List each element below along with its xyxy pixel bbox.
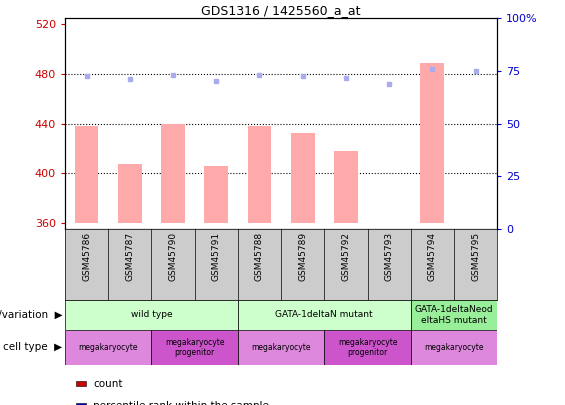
Bar xyxy=(205,166,228,223)
Text: GSM45794: GSM45794 xyxy=(428,232,437,281)
Bar xyxy=(291,133,315,223)
Text: megakaryocyte
progenitor: megakaryocyte progenitor xyxy=(338,338,397,357)
Bar xyxy=(411,300,497,330)
Text: wild type: wild type xyxy=(131,310,172,320)
Bar xyxy=(420,63,444,223)
Text: percentile rank within the sample: percentile rank within the sample xyxy=(93,401,269,405)
Text: megakaryocyte
progenitor: megakaryocyte progenitor xyxy=(165,338,224,357)
Bar xyxy=(118,164,142,223)
Text: GATA-1deltaNeod
eltaHS mutant: GATA-1deltaNeod eltaHS mutant xyxy=(415,305,493,324)
Text: GSM45792: GSM45792 xyxy=(341,232,350,281)
Bar xyxy=(411,330,497,364)
Bar xyxy=(65,300,238,330)
Text: GSM45791: GSM45791 xyxy=(212,232,221,281)
Text: GSM45795: GSM45795 xyxy=(471,232,480,281)
Text: cell type  ▶: cell type ▶ xyxy=(3,342,62,352)
Bar xyxy=(324,330,411,364)
Bar xyxy=(247,126,271,223)
Text: genotype/variation  ▶: genotype/variation ▶ xyxy=(0,310,62,320)
Text: GATA-1deltaN mutant: GATA-1deltaN mutant xyxy=(276,310,373,320)
Bar xyxy=(151,330,238,364)
Text: GSM45793: GSM45793 xyxy=(385,232,394,281)
Bar xyxy=(334,151,358,223)
Text: GSM45789: GSM45789 xyxy=(298,232,307,281)
Text: GSM45787: GSM45787 xyxy=(125,232,134,281)
Text: GSM45788: GSM45788 xyxy=(255,232,264,281)
Text: GSM45790: GSM45790 xyxy=(168,232,177,281)
Text: GSM45786: GSM45786 xyxy=(82,232,91,281)
Text: count: count xyxy=(93,379,123,389)
Text: megakaryocyte: megakaryocyte xyxy=(424,343,484,352)
Bar xyxy=(238,330,324,364)
Text: megakaryocyte: megakaryocyte xyxy=(251,343,311,352)
Bar xyxy=(238,300,411,330)
Title: GDS1316 / 1425560_a_at: GDS1316 / 1425560_a_at xyxy=(201,4,361,17)
Bar xyxy=(161,124,185,223)
Bar xyxy=(75,126,98,223)
Text: megakaryocyte: megakaryocyte xyxy=(79,343,138,352)
Bar xyxy=(65,330,151,364)
